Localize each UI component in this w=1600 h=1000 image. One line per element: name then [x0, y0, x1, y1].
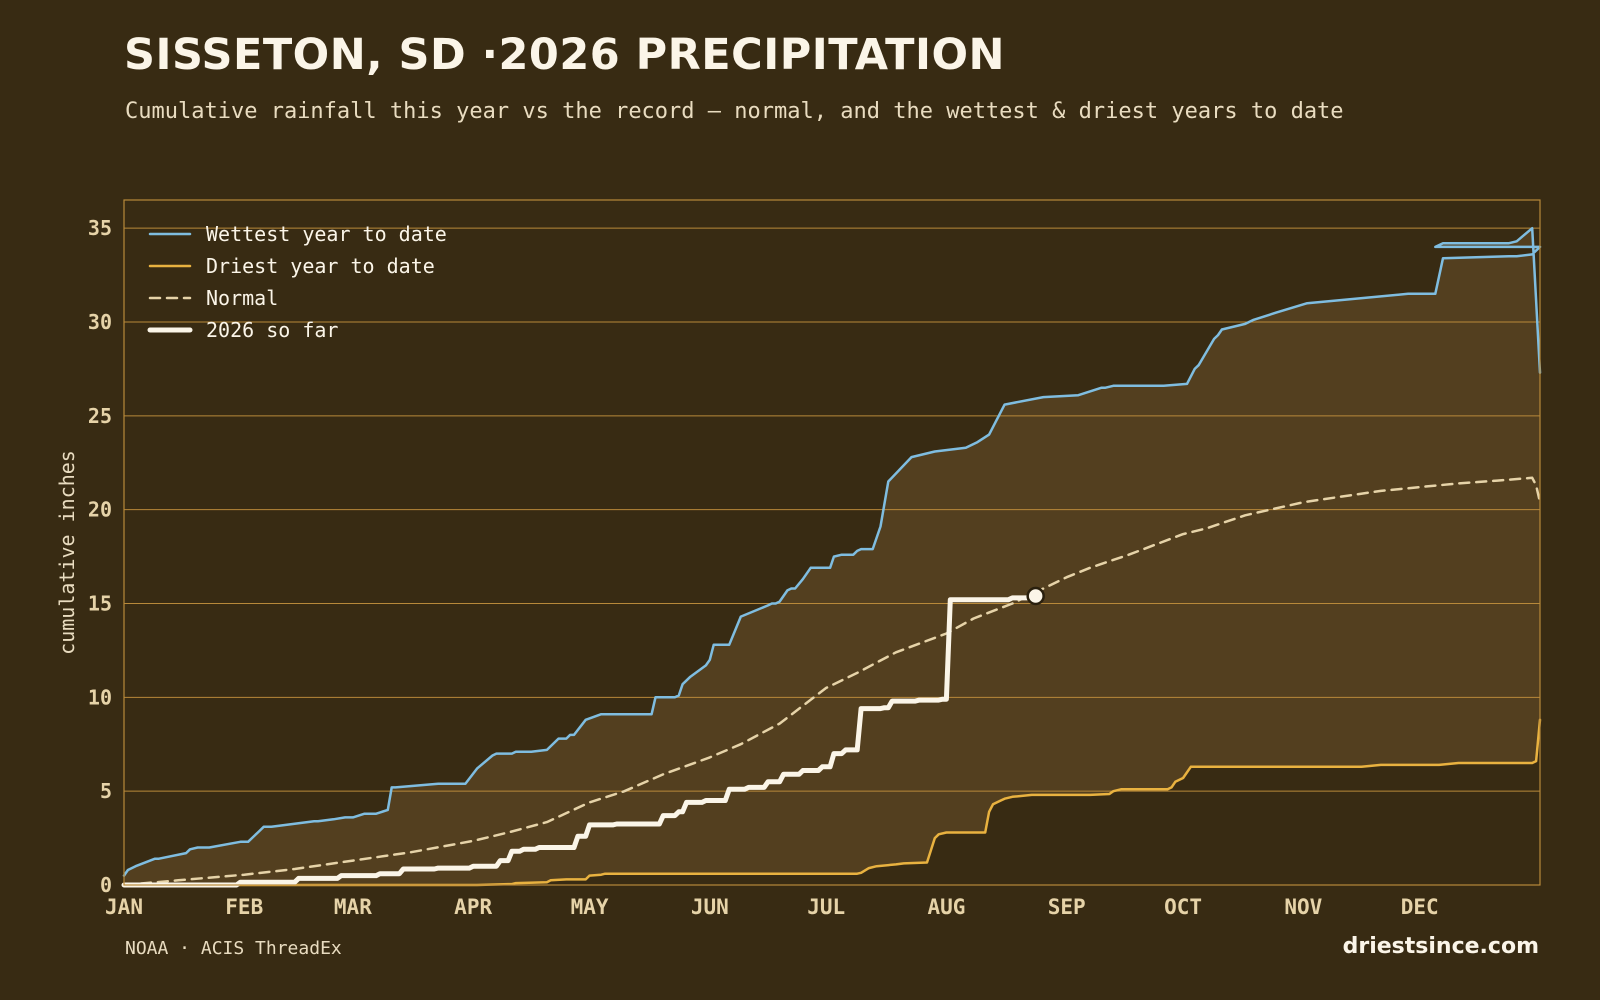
y-tick-label: 15	[88, 591, 112, 615]
gridlines	[124, 227, 1540, 792]
x-tick-label: FEB	[225, 895, 263, 919]
range-band-fill	[124, 228, 1540, 885]
x-tick-label: MAR	[334, 895, 372, 919]
series-line-wettest-year-to-date	[122, 226, 1542, 877]
x-tick-label: AUG	[927, 895, 965, 919]
x-tick-label: JUN	[691, 895, 729, 919]
x-axis-ticks: JAN FEB MAR APR MAY JUN JUL AUG SEP OCT NOV DEC	[105, 895, 1439, 919]
x-tick-label: APR	[454, 895, 492, 919]
x-tick-label: JAN	[105, 895, 143, 919]
x-tick-label: DEC	[1401, 895, 1439, 919]
series-line-normal	[122, 476, 1542, 887]
page-subtitle: Cumulative rainfall this year vs the rec…	[125, 99, 1344, 124]
y-tick-label: 0	[100, 873, 112, 897]
y-tick-label: 30	[88, 310, 112, 334]
series-line-2026-so-far	[121, 593, 1039, 888]
latest-value-marker	[1026, 586, 1045, 606]
x-tick-label: JUL	[807, 895, 845, 919]
y-tick-label: 5	[100, 779, 112, 803]
y-tick-label: 10	[88, 685, 112, 709]
series-lines	[121, 226, 1542, 888]
legend: Wettest year to date Driest year to date N…	[147, 222, 447, 342]
source-credit: NOAA · ACIS ThreadEx	[125, 938, 342, 959]
x-tick-label: MAY	[571, 895, 609, 919]
range-band	[124, 228, 1540, 885]
legend-label: Driest year to date	[206, 254, 435, 278]
y-tick-label: 20	[88, 498, 112, 522]
y-tick-label: 35	[88, 216, 112, 240]
plot-frame	[123, 199, 1541, 886]
legend-label: Wettest year to date	[206, 222, 447, 246]
y-tick-label: 25	[88, 404, 112, 428]
page-title: SISSETON, SD ·2026 PRECIPITATION	[124, 30, 1006, 80]
brand-link[interactable]: driestsince.com	[1342, 934, 1539, 959]
series-line-driest-year-to-date	[122, 718, 1542, 887]
x-tick-label: OCT	[1164, 895, 1202, 919]
legend-label: Normal	[206, 286, 278, 310]
x-tick-label: SEP	[1048, 895, 1086, 919]
legend-label: 2026 so far	[206, 318, 338, 342]
x-tick-label: NOV	[1284, 895, 1322, 919]
y-axis-ticks: 0 5 10 15 20 25 30 35	[88, 216, 112, 897]
y-axis-title: cumulative inches	[55, 450, 79, 655]
